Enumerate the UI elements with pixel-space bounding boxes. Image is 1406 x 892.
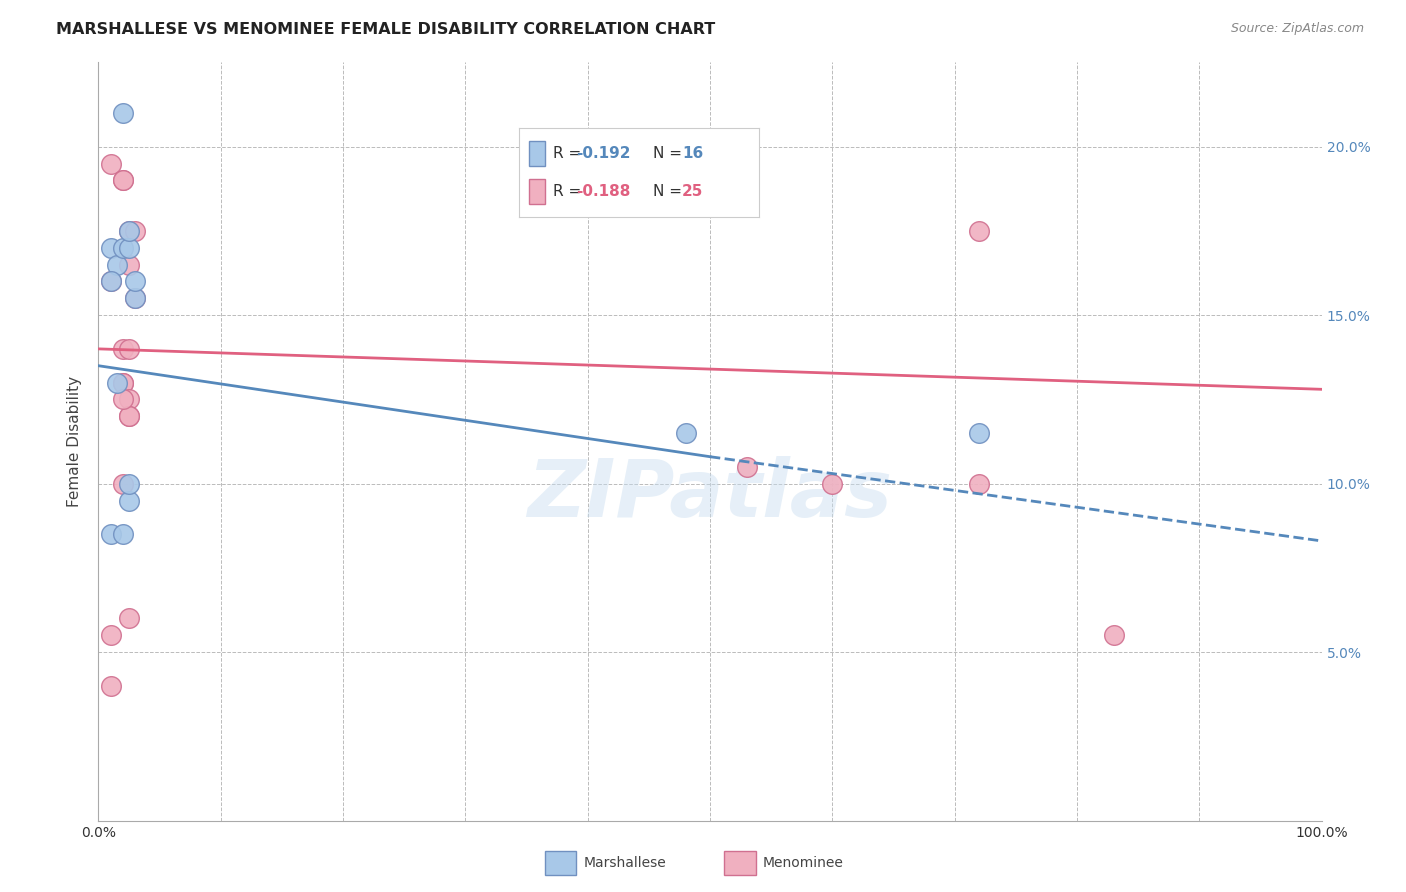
Point (111, 241, 134, 255)
Point (118, 258, 141, 272)
Text: R =: R = (553, 184, 586, 199)
Point (967, 224, 990, 238)
Point (100, 679, 122, 693)
Text: 25: 25 (682, 184, 703, 199)
Point (967, 426, 990, 441)
Bar (724, 851, 756, 875)
Point (100, 275, 122, 289)
Text: N =: N = (654, 146, 688, 161)
Point (675, 426, 697, 441)
Point (118, 493, 141, 508)
Point (111, 106, 134, 120)
Point (100, 275, 122, 289)
Text: -0.188: -0.188 (576, 184, 631, 199)
Bar (544, 851, 576, 875)
Point (124, 224, 146, 238)
Text: MARSHALLESE VS MENOMINEE FEMALE DISABILITY CORRELATION CHART: MARSHALLESE VS MENOMINEE FEMALE DISABILI… (56, 22, 716, 37)
Bar (529, 178, 546, 203)
Point (118, 241, 141, 255)
Point (118, 409, 141, 424)
Point (105, 376, 128, 390)
Point (118, 342, 141, 356)
Point (111, 173, 134, 187)
Text: N =: N = (654, 184, 688, 199)
Point (111, 376, 134, 390)
Text: Marshallese: Marshallese (583, 856, 666, 870)
Point (735, 459, 758, 474)
Text: 16: 16 (682, 146, 703, 161)
Point (118, 224, 141, 238)
Bar (529, 141, 546, 166)
Point (124, 291, 146, 305)
Point (100, 241, 122, 255)
Point (118, 224, 141, 238)
Text: -0.192: -0.192 (576, 146, 631, 161)
Text: Source: ZipAtlas.com: Source: ZipAtlas.com (1230, 22, 1364, 36)
Point (111, 476, 134, 491)
Text: ZIPatlas: ZIPatlas (527, 456, 893, 533)
Point (118, 611, 141, 625)
Point (124, 275, 146, 289)
Point (821, 476, 844, 491)
Point (111, 527, 134, 541)
Point (118, 409, 141, 424)
Point (100, 156, 122, 170)
Text: Menominee: Menominee (762, 856, 844, 870)
Point (124, 291, 146, 305)
Point (967, 476, 990, 491)
Point (111, 376, 134, 390)
Point (1102, 628, 1125, 642)
Point (105, 258, 128, 272)
Point (118, 392, 141, 407)
Y-axis label: Female Disability: Female Disability (67, 376, 83, 508)
Point (111, 173, 134, 187)
Point (111, 392, 134, 407)
Text: R =: R = (553, 146, 586, 161)
Point (111, 342, 134, 356)
Point (100, 628, 122, 642)
Point (100, 527, 122, 541)
Point (118, 476, 141, 491)
